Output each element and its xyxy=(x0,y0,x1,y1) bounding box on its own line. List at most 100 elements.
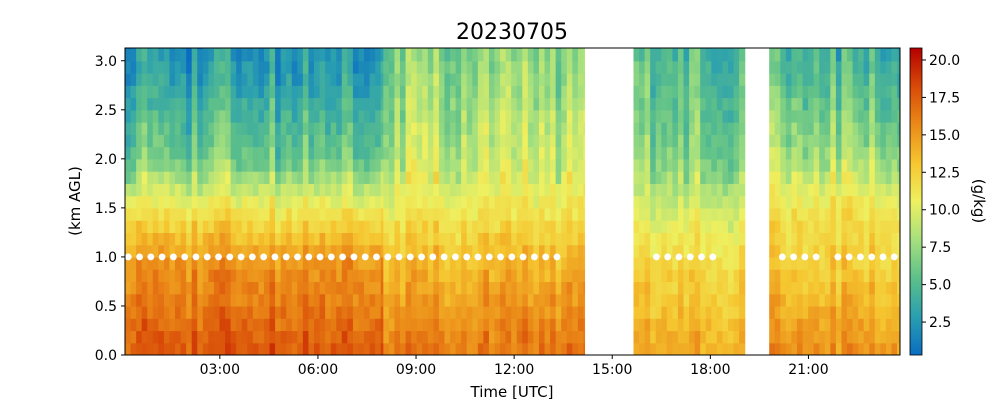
heatmap-cell xyxy=(572,318,579,332)
heatmap-cell xyxy=(358,48,365,62)
heatmap-cell xyxy=(769,281,776,295)
heatmap-cell xyxy=(364,244,371,258)
heatmap-cell xyxy=(427,158,434,172)
heatmap-cell xyxy=(522,220,529,233)
heatmap-cell xyxy=(672,220,679,233)
heatmap-cell xyxy=(455,220,462,233)
heatmap-cell xyxy=(169,85,176,99)
heatmap-cell xyxy=(858,171,865,184)
heatmap-cell xyxy=(533,48,540,50)
heatmap-cell xyxy=(500,48,507,62)
heatmap-cell xyxy=(308,256,315,270)
heatmap-cell xyxy=(241,220,248,233)
heatmap-cell xyxy=(644,73,651,86)
heatmap-cell xyxy=(438,158,446,172)
heatmap-cell xyxy=(500,305,507,319)
heatmap-cell xyxy=(555,97,562,111)
heatmap-cell xyxy=(572,48,579,50)
heatmap-cell xyxy=(885,305,893,319)
heatmap-cell xyxy=(352,48,360,50)
heatmap-cell xyxy=(375,207,382,221)
heatmap-cell xyxy=(152,305,159,319)
heatmap-cell xyxy=(808,183,815,197)
heatmap-cell xyxy=(130,318,137,332)
heatmap-cell xyxy=(247,158,254,172)
heatmap-cell xyxy=(400,158,407,172)
heatmap-cell xyxy=(383,122,390,135)
heatmap-cell xyxy=(572,122,579,135)
heatmap-cell xyxy=(461,256,468,270)
heatmap-cell xyxy=(722,73,729,86)
heatmap-cell xyxy=(677,269,685,283)
heatmap-cell xyxy=(213,134,221,148)
heatmap-cell xyxy=(136,48,143,50)
heatmap-cell xyxy=(644,134,651,148)
heatmap-cell xyxy=(427,122,434,135)
heatmap-cell xyxy=(477,48,484,62)
heatmap-cell xyxy=(728,342,735,355)
heatmap-cell xyxy=(347,48,354,50)
heatmap-cell xyxy=(711,232,718,246)
heatmap-cell xyxy=(450,48,457,62)
heatmap-cell xyxy=(175,73,182,86)
heatmap-cell xyxy=(455,244,462,258)
heatmap-cell xyxy=(841,195,848,209)
heatmap-cell xyxy=(158,73,165,86)
heatmap-cell xyxy=(208,342,215,355)
heatmap-cell xyxy=(422,158,429,172)
heatmap-cell xyxy=(533,85,540,99)
heatmap-cell xyxy=(252,281,260,295)
heatmap-cell xyxy=(672,48,679,62)
heatmap-cell xyxy=(561,122,568,135)
heatmap-cell xyxy=(796,232,804,246)
heatmap-cell xyxy=(655,97,662,111)
heatmap-cell xyxy=(666,220,674,233)
heatmap-cell xyxy=(461,97,468,111)
heatmap-cell xyxy=(780,318,787,332)
heatmap-cell xyxy=(655,305,662,319)
heatmap-cell xyxy=(269,195,276,209)
heatmap-cell xyxy=(705,232,712,246)
heatmap-cell xyxy=(450,207,457,221)
heatmap-cell xyxy=(852,146,859,160)
heatmap-cell xyxy=(208,244,215,258)
heatmap-cell xyxy=(863,220,870,233)
heatmap-cell xyxy=(780,281,787,295)
heatmap-cell xyxy=(824,281,831,295)
y-tick-label: 3.0 xyxy=(95,54,117,70)
heatmap-cell xyxy=(388,85,396,99)
heatmap-cell xyxy=(705,305,712,319)
heatmap-cell xyxy=(780,220,787,233)
heatmap-cell xyxy=(780,269,787,283)
heatmap-cell xyxy=(633,305,640,319)
heatmap-cell xyxy=(394,60,401,74)
heatmap-cell xyxy=(572,171,579,184)
heatmap-cell xyxy=(152,158,159,172)
heatmap-cell xyxy=(280,73,287,86)
heatmap-cell xyxy=(897,146,900,160)
heatmap-cell xyxy=(500,220,507,233)
heatmap-cell xyxy=(308,207,315,221)
heatmap-cell xyxy=(411,97,418,111)
heatmap-cell xyxy=(672,195,679,209)
heatmap-cell xyxy=(813,318,820,332)
heatmap-cell xyxy=(427,134,434,148)
heatmap-cell xyxy=(450,318,457,332)
heatmap-cell xyxy=(302,48,310,62)
heatmap-cell xyxy=(813,293,820,307)
heatmap-cell xyxy=(130,171,137,184)
heatmap-cell xyxy=(700,60,707,74)
heatmap-cell xyxy=(722,122,729,135)
heatmap-cell xyxy=(383,146,390,160)
heatmap-cell xyxy=(511,342,518,355)
heatmap-cell xyxy=(505,158,512,172)
heatmap-cell xyxy=(802,158,809,172)
heatmap-cell xyxy=(830,269,837,283)
heatmap-cell xyxy=(422,146,429,160)
heatmap-cell xyxy=(433,207,440,221)
heatmap-cell xyxy=(269,97,276,111)
heatmap-cell xyxy=(241,85,248,99)
heatmap-cell xyxy=(694,293,701,307)
heatmap-cell xyxy=(388,73,396,86)
heatmap-cell xyxy=(858,48,865,62)
